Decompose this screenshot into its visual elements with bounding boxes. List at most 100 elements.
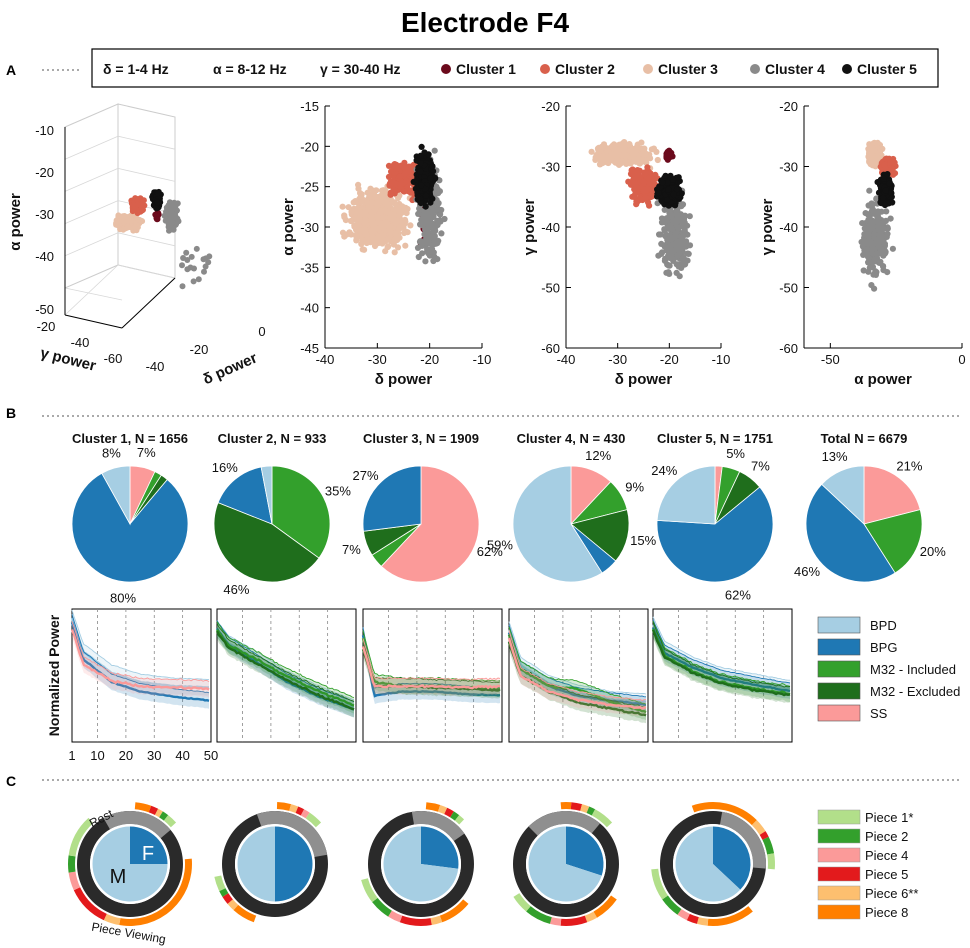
x-tick-label: -40 (146, 359, 165, 374)
scatter-point (872, 268, 879, 275)
scatter-point (417, 221, 424, 228)
scatter-point (638, 139, 645, 146)
y-axis-label: γ power (521, 198, 538, 255)
scatter-point (405, 179, 412, 186)
scatter-point (368, 216, 375, 223)
scatter-point (393, 165, 401, 172)
scatter-point (190, 278, 197, 285)
y-tick-label: -30 (541, 160, 560, 175)
grid-line (64, 168, 119, 192)
scatter-point (882, 187, 890, 194)
figure-title: Electrode F4 (401, 7, 569, 38)
grid-line (64, 232, 119, 257)
scatter-point (874, 154, 881, 161)
scatter-point (874, 179, 881, 186)
x-axis-label: δ power (375, 371, 433, 388)
x-axis-line (121, 277, 176, 329)
scatter-point (363, 197, 370, 204)
scatter-point (881, 161, 888, 168)
scatter-point (339, 203, 346, 210)
pie-percent-label: 16% (212, 460, 238, 475)
scatter-point (391, 179, 398, 186)
scatter-point (875, 223, 882, 230)
scatter-point (373, 187, 380, 194)
y-tick-label: -20 (541, 99, 560, 114)
scatter-point (134, 196, 140, 203)
cluster-legend-marker (441, 64, 451, 74)
y-tick-label: -40 (779, 220, 798, 235)
scatter-point (368, 199, 376, 206)
scatter-point (188, 253, 195, 260)
scatter-point (641, 148, 648, 155)
grid-line (117, 168, 176, 182)
pie-percent-label: 24% (651, 463, 677, 478)
cluster-legend-label: Cluster 5 (857, 61, 917, 77)
scatter-point (438, 230, 445, 237)
scatter-point (871, 209, 878, 216)
scatter-point (205, 259, 212, 266)
pie-percent-label: 59% (487, 538, 513, 553)
scatter-point (881, 201, 889, 209)
scatter-point (420, 215, 427, 222)
scatter-point (889, 245, 897, 252)
scatter-point (661, 257, 669, 264)
scatter-point (162, 217, 169, 224)
box-wall (117, 103, 176, 279)
pie-percent-label: 12% (585, 448, 611, 463)
scatter-point (588, 148, 595, 155)
cluster-legend-marker (842, 64, 852, 74)
scatter-point (883, 208, 890, 215)
scatter-point (345, 204, 352, 211)
scatter-point (871, 285, 878, 292)
scatter-point (421, 210, 428, 217)
scatter-point (664, 215, 671, 222)
scatter-point (154, 216, 161, 223)
scatter-point (642, 194, 649, 201)
scatter-point (418, 182, 425, 189)
y-tick-label: -25 (300, 180, 319, 195)
scatter-point (656, 231, 663, 238)
scatter-point (124, 223, 131, 230)
scatter-point (877, 235, 884, 242)
z-tick-label: -10 (35, 123, 54, 138)
scatter-point (666, 262, 673, 269)
scatter-point (401, 188, 408, 195)
grid-line (117, 264, 176, 279)
x-axis-label: α power (854, 371, 912, 388)
scatter-point (678, 264, 685, 271)
scatter-point (604, 147, 611, 154)
y-tick-label: -30 (300, 220, 319, 235)
y-tick-label: -40 (71, 335, 90, 350)
scatter-point (376, 233, 383, 240)
scatter-point (654, 156, 661, 164)
scatter-point (684, 250, 691, 257)
grid-line (117, 135, 176, 150)
x-tick-label: -10 (473, 352, 492, 367)
x-tick-label: -10 (712, 352, 731, 367)
x-tick-label: 0 (258, 324, 265, 339)
scatter-point (397, 180, 404, 188)
y-tick-label: -20 (779, 99, 798, 114)
x-tick-label: -20 (190, 342, 209, 357)
scatter-point (422, 192, 430, 199)
y-tick-label: -35 (300, 260, 319, 275)
scatter-point (358, 195, 365, 202)
scatter-point (389, 198, 396, 205)
cluster-legend-label: Cluster 3 (658, 61, 718, 77)
z-tick-label: -20 (35, 165, 54, 180)
scatter-point (666, 270, 673, 277)
grid-line (64, 287, 123, 301)
band-legend-label: δ = 1-4 Hz (103, 61, 169, 77)
x-axis-label: δ power (615, 371, 673, 388)
scatter-point (392, 219, 399, 227)
scatter-point (179, 262, 185, 269)
scatter-point (402, 218, 409, 225)
scatter-point (626, 141, 633, 148)
scatter-point (386, 182, 393, 189)
cluster-legend-label: Cluster 4 (765, 61, 825, 77)
scatter-point (154, 190, 161, 197)
scatter-point (640, 178, 647, 185)
scatter-point (341, 214, 348, 221)
scatter-point (664, 154, 671, 161)
